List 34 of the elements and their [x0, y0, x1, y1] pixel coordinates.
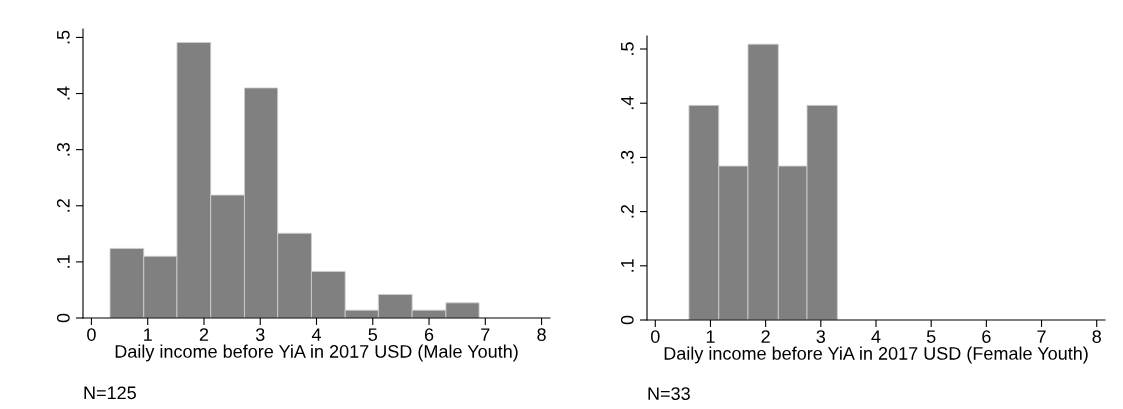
x-tick-label: 8: [537, 328, 546, 341]
y-tick-label: .2: [56, 199, 70, 212]
x-tick-label: 3: [816, 330, 826, 343]
x-tick-label: 3: [255, 328, 265, 341]
x-tick-label: 4: [311, 328, 321, 341]
y-tick-label: .3: [56, 142, 70, 156]
x-tick-label: 6: [424, 328, 434, 341]
x-tick-label: 5: [926, 330, 936, 343]
y-tick-label: .5: [621, 42, 634, 55]
x-tick-label: 0: [87, 328, 96, 341]
x-tick-label: 1: [706, 330, 715, 343]
x-tick-label: 1: [144, 328, 152, 341]
x-tick-label: 0: [650, 330, 660, 343]
y-tick-label: .2: [620, 204, 634, 218]
y-tick-label: .4: [57, 86, 70, 100]
x-tick-label: 4: [871, 330, 881, 343]
x-tick-label: 8: [1092, 330, 1101, 343]
text: N=33: [648, 387, 690, 400]
y-tick-label: .1: [57, 255, 70, 268]
x-axis-title: Daily income before YiA in 2017 USD (Female Youth): [664, 346, 1088, 364]
y-tick-label: 0: [56, 313, 70, 323]
y-tick-label: .1: [621, 259, 634, 272]
y-tick-label: .4: [621, 96, 634, 110]
x-tick-label: 7: [481, 328, 490, 341]
text: N=125: [84, 386, 136, 400]
x-tick-label: 6: [982, 330, 991, 343]
y-tick-label: .5: [57, 30, 70, 44]
x-tick-label: 2: [199, 328, 209, 341]
y-tick-label: 0: [620, 315, 634, 325]
x-tick-label: 2: [761, 330, 770, 343]
x-axis-title: Daily income before YiA in 2017 USD (Male Youth): [115, 344, 518, 362]
y-tick-label: .3: [620, 150, 634, 164]
x-tick-label: 5: [368, 328, 378, 341]
x-tick-label: 7: [1037, 330, 1046, 343]
